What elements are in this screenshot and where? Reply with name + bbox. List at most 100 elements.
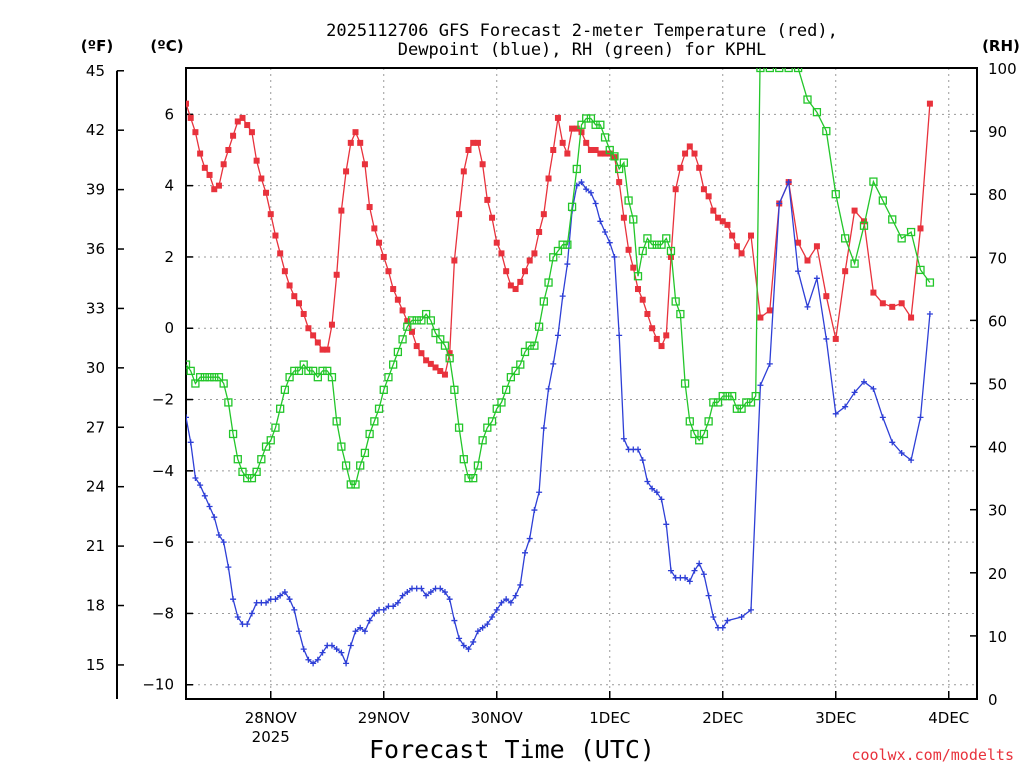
- temperature-point: [649, 325, 656, 332]
- dewpoint-point: [602, 228, 609, 235]
- dewpoint-point: [404, 589, 411, 596]
- dewpoint-point: [616, 332, 623, 339]
- time-tick-sublabel: 2025: [252, 728, 290, 746]
- plot-frame: [185, 67, 978, 700]
- temperature-point: [409, 328, 415, 335]
- rh-point: [605, 145, 614, 155]
- rh-point: [699, 429, 709, 439]
- rh-tick-label: 50: [988, 376, 1007, 394]
- rh-point: [436, 335, 445, 344]
- dewpoint-point: [564, 261, 571, 268]
- rh-point: [318, 366, 327, 376]
- temperature-point: [559, 139, 566, 146]
- temperature-point: [908, 314, 915, 321]
- temperature-point: [861, 218, 867, 225]
- celsius-tick-label: 0: [164, 319, 174, 337]
- temperature-point: [616, 179, 623, 186]
- temperature-point: [376, 239, 383, 246]
- rh-point: [746, 398, 756, 407]
- temperature-point: [479, 161, 486, 168]
- temperature-point: [418, 350, 425, 357]
- dewpoint-point: [686, 578, 693, 585]
- temperature-point: [757, 314, 764, 321]
- celsius-tick-label: 4: [164, 177, 174, 195]
- rh-point: [775, 68, 784, 73]
- rh-point: [878, 196, 887, 205]
- rh-point: [365, 429, 374, 439]
- rh-tick-label: 90: [988, 123, 1007, 141]
- temperature-point: [333, 271, 340, 278]
- dewpoint-point: [554, 332, 561, 339]
- temperature-point: [286, 282, 293, 289]
- temperature-point: [310, 332, 317, 339]
- rh-tick-label: 70: [988, 249, 1007, 267]
- rh-point: [812, 108, 822, 117]
- rh-point: [228, 429, 238, 439]
- rh-point: [897, 234, 906, 243]
- rh-point: [671, 297, 680, 306]
- rh-point: [502, 385, 511, 394]
- temperature-point: [715, 214, 722, 221]
- dewpoint-point: [234, 614, 241, 621]
- temperature-point: [658, 343, 665, 350]
- temperature-point: [399, 307, 406, 314]
- temperature-point: [766, 307, 773, 314]
- dewpoint-point: [206, 503, 213, 510]
- rh-point: [563, 240, 572, 249]
- dewpoint-point: [319, 649, 326, 656]
- fahrenheit-tick-label: 36: [86, 240, 105, 258]
- dewpoint-point: [813, 275, 820, 282]
- dewpoint-point: [470, 638, 477, 645]
- temperature-point: [456, 211, 463, 218]
- temperature-point: [300, 310, 307, 317]
- axes: [116, 67, 978, 700]
- rh-point: [200, 373, 209, 382]
- dewpoint-point: [635, 446, 641, 453]
- dewpoint-point: [823, 335, 830, 342]
- temperature-point: [437, 368, 444, 375]
- x-axis-label: Forecast Time (UTC): [369, 735, 655, 764]
- rh-point: [751, 391, 760, 401]
- dewpoint-point: [296, 628, 302, 635]
- dewpoint-point: [861, 378, 867, 385]
- rh-point: [506, 373, 516, 382]
- dewpoint-point: [644, 478, 651, 485]
- credit-text: coolwx.com/modelts: [851, 746, 1014, 764]
- dewpoint-point: [649, 485, 656, 492]
- temperature-point: [394, 296, 401, 303]
- temperature-point: [573, 125, 580, 132]
- dewpoint-point: [441, 589, 448, 596]
- rh-point: [332, 417, 341, 426]
- temperature-point: [230, 132, 237, 139]
- temperature-point: [192, 129, 199, 136]
- dewpoint-point: [498, 599, 505, 606]
- dewpoint-point: [300, 646, 307, 653]
- dewpoint-point: [484, 621, 491, 628]
- temperature-point: [724, 221, 731, 228]
- rh-point: [431, 328, 440, 338]
- dewpoint-point: [437, 585, 444, 592]
- fahrenheit-tick-label: 33: [86, 299, 105, 317]
- rh-point: [285, 373, 294, 382]
- dewpoint-point: [328, 642, 335, 649]
- rh-point: [511, 366, 520, 376]
- rh-point: [685, 417, 694, 426]
- dewpoint-point: [380, 606, 387, 613]
- temperature-point: [272, 232, 279, 239]
- celsius-tick-label: 6: [164, 105, 174, 123]
- celsius-tick-label: −6: [152, 533, 174, 551]
- rh-point: [704, 417, 713, 426]
- fahrenheit-tick-label: 18: [86, 597, 105, 615]
- temperature-point: [522, 268, 528, 275]
- temperature-point: [225, 146, 232, 153]
- dewpoint-point: [305, 656, 312, 663]
- rh-point: [888, 215, 897, 224]
- rh-unit-label: (RH): [982, 37, 1020, 55]
- dewpoint-point: [517, 581, 524, 588]
- rh-point: [323, 366, 332, 376]
- temperature-point: [357, 139, 364, 146]
- rh-point: [831, 190, 840, 199]
- rh-point: [516, 360, 525, 369]
- time-tick-label: 29NOV: [358, 709, 411, 727]
- dewpoint-point: [277, 592, 284, 599]
